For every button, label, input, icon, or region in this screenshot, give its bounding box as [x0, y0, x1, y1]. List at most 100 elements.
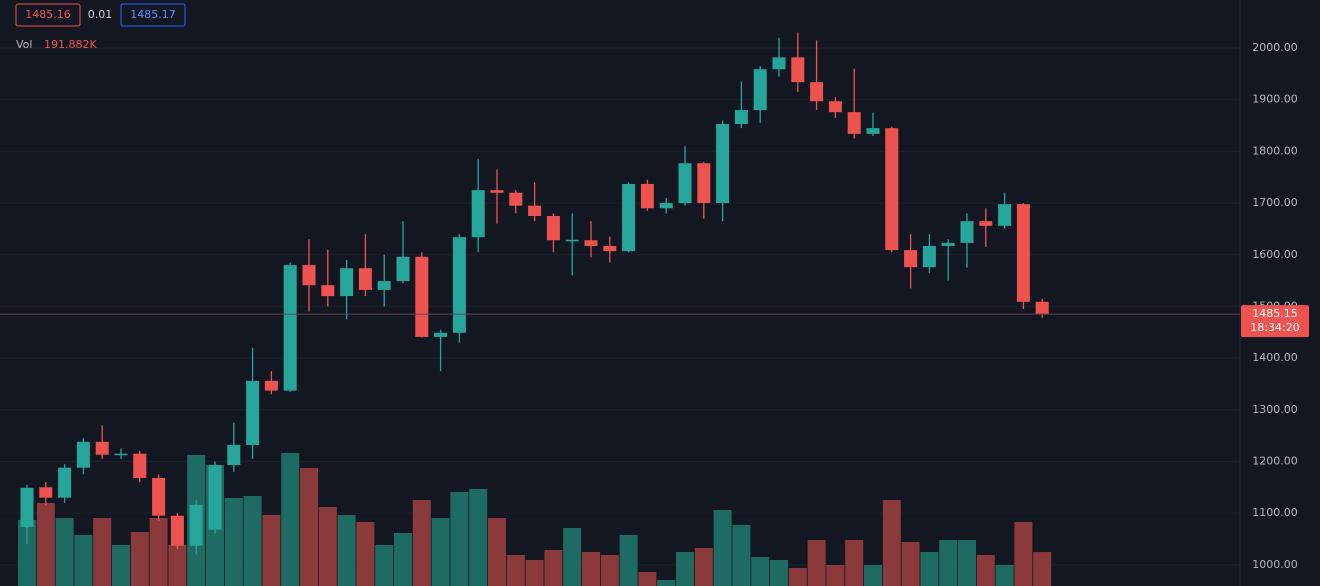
volume-bar — [431, 518, 450, 586]
candle-body — [546, 216, 560, 241]
volume-bar — [281, 453, 300, 586]
vol-label: Vol — [16, 38, 32, 51]
candle-body — [58, 467, 72, 498]
candle-body — [828, 101, 842, 113]
volume-bar — [544, 550, 563, 586]
volume-bar — [619, 535, 638, 586]
volume-bar — [845, 540, 864, 586]
candle-body — [76, 441, 90, 468]
volume-bar — [901, 542, 920, 586]
price-axis: 1000.001100.001200.001300.001400.001500.… — [1252, 41, 1298, 571]
ask: 1485.17 — [130, 8, 176, 21]
candle-body — [866, 128, 880, 134]
y-tick-label: 1200.00 — [1252, 454, 1298, 467]
volume-bar — [694, 548, 713, 586]
volume-bar — [469, 489, 488, 586]
y-tick-label: 1300.00 — [1252, 403, 1298, 416]
candle-body — [847, 112, 861, 134]
candle-body — [170, 515, 184, 546]
candle-body — [340, 268, 354, 297]
volume-bar — [262, 515, 281, 586]
candle-body — [960, 221, 974, 243]
candle-body — [565, 239, 579, 242]
candle-body — [208, 465, 222, 530]
y-tick-label: 1000.00 — [1252, 558, 1298, 571]
volume-bar — [713, 510, 732, 586]
volume-bar — [375, 545, 394, 586]
last-price-label: 1485.15 — [1252, 307, 1298, 320]
candle-body — [603, 245, 617, 252]
candle-body — [152, 477, 166, 516]
candle-body — [39, 487, 53, 498]
candle-body — [396, 256, 410, 282]
candle-body — [716, 124, 730, 204]
bid-box — [15, 3, 81, 27]
candles — [20, 32, 1049, 555]
volume-bar — [770, 560, 788, 586]
candle-body — [189, 504, 203, 546]
y-tick-label: 1400.00 — [1252, 351, 1298, 364]
volume-bar — [506, 555, 525, 586]
candle-body — [904, 250, 918, 268]
volume-bar — [1033, 552, 1052, 586]
volume-bar — [939, 540, 958, 586]
volume-bar — [563, 528, 582, 586]
candle-body — [302, 265, 316, 286]
volume-bar — [582, 552, 600, 586]
volume-bar — [657, 580, 676, 586]
volume-bar — [93, 518, 112, 586]
volume-bar — [168, 545, 187, 586]
volume-bar — [826, 565, 845, 586]
volume-bar — [300, 468, 318, 586]
candle-body — [528, 205, 542, 217]
bid: 1485.16 — [25, 8, 71, 21]
volume-bar — [112, 545, 130, 586]
candle-body — [697, 163, 711, 204]
candle-body — [753, 69, 767, 111]
volume-bar — [788, 568, 807, 586]
volume-bar — [224, 498, 243, 586]
volume-bar — [36, 503, 55, 586]
y-tick-label: 1100.00 — [1252, 506, 1298, 519]
volume-bar — [356, 522, 375, 586]
candle-body — [20, 487, 34, 528]
volume-bar — [55, 518, 74, 586]
volume-bar — [958, 540, 976, 586]
volume-bar — [18, 520, 36, 586]
last-price-tag — [1241, 305, 1309, 338]
volume-bar — [525, 560, 544, 586]
candle-body — [509, 192, 523, 206]
countdown: 18:34:20 — [1250, 321, 1299, 334]
spread: 0.01 — [88, 8, 113, 21]
y-tick-label: 1700.00 — [1252, 196, 1298, 209]
candle-body — [640, 183, 654, 209]
candle-body — [998, 204, 1012, 226]
candle-body — [1016, 204, 1030, 302]
candle-body — [1035, 301, 1049, 315]
volume-bar — [412, 500, 431, 586]
ask-box — [120, 3, 186, 27]
volume-bar — [488, 518, 506, 586]
volume-bar — [920, 552, 939, 586]
volume-bar — [676, 552, 694, 586]
volume-pane — [18, 453, 1052, 586]
candle-body — [114, 453, 128, 456]
volume-bar — [638, 572, 657, 586]
candle-body — [246, 380, 260, 445]
candle-body — [979, 221, 993, 226]
candle-body — [584, 240, 598, 246]
volume-bar — [995, 565, 1014, 586]
volume-bar — [864, 565, 882, 586]
candle-body — [471, 190, 485, 238]
candle-body — [133, 453, 147, 478]
y-tick-label: 1600.00 — [1252, 248, 1298, 261]
candle-body — [321, 285, 335, 297]
volume-bar — [1014, 522, 1033, 586]
candle-body — [659, 203, 673, 209]
candle-body — [358, 268, 372, 290]
y-tick-label: 1800.00 — [1252, 144, 1298, 157]
candle-body — [734, 110, 748, 125]
volume-bar — [807, 540, 826, 586]
volume-bar — [149, 518, 168, 586]
candle-body — [772, 57, 786, 70]
